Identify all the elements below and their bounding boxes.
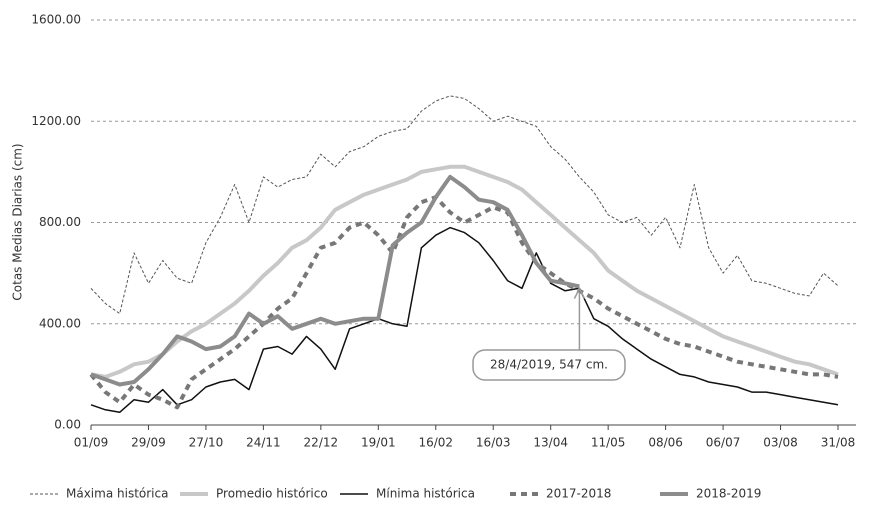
annotation-text: 28/4/2019, 547 cm. [490,358,608,372]
series-line [90,226,839,414]
series-line [90,164,839,379]
legend-label: 2017-2018 [546,487,611,501]
y-tick-label: 0.00 [54,418,81,432]
y-tick-label: 1600.00 [31,13,81,27]
x-tick-label: 06/07 [706,436,741,450]
series-line [90,174,580,387]
annotation-box [472,349,626,381]
y-tick-label: 400.00 [39,316,81,330]
x-tick-label: 31/08 [821,436,856,450]
legend-label: Máxima histórica [66,487,168,501]
legend-label: Mínima histórica [376,487,475,501]
x-tick-label: 11/05 [591,436,626,450]
x-tick-label: 13/04 [533,436,568,450]
x-tick-label: 08/06 [648,436,683,450]
x-tick-label: 16/03 [476,436,511,450]
x-tick-label: 19/01 [361,436,396,450]
x-tick-label: 16/02 [418,436,453,450]
y-tick-label: 800.00 [39,215,81,229]
legend-label: Promedio histórico [216,487,328,501]
legend-label: 2018-2019 [696,487,761,501]
x-tick-label: 03/08 [763,436,798,450]
x-tick-label: 27/10 [189,436,224,450]
series-line [89,195,839,410]
x-tick-label: 22/12 [304,436,339,450]
x-tick-label: 01/09 [74,436,109,450]
annotation-arrowhead [573,286,586,299]
series-line [90,95,839,315]
y-tick-label: 1200.00 [31,114,81,128]
y-axis-label: Cotas Medias Diarias (cm) [11,143,25,300]
x-tick-label: 24/11 [246,436,281,450]
x-tick-label: 29/09 [131,436,166,450]
